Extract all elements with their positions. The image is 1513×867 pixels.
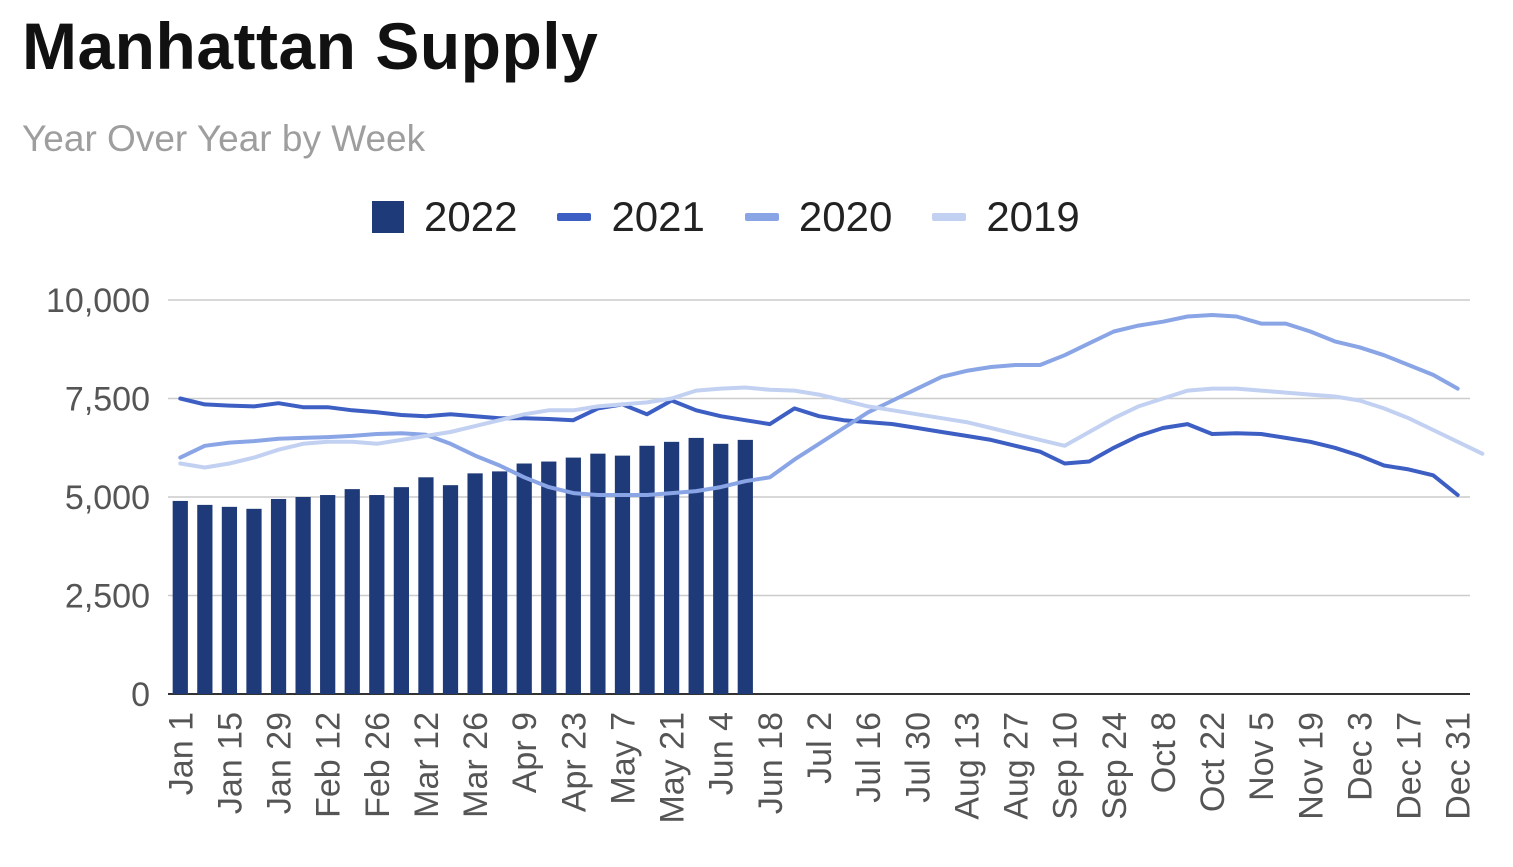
bar-2022 (688, 437, 704, 694)
line-2019 (178, 385, 1485, 470)
bar-2022 (590, 453, 606, 694)
line-2021 (178, 396, 1460, 497)
legend-item-2019[interactable]: 2019 (932, 193, 1080, 241)
bar-2022 (246, 508, 262, 694)
x-tick-label: Jun 4 (703, 712, 741, 795)
legend-swatch-2019 (932, 213, 967, 221)
legend-swatch-2020 (744, 213, 779, 221)
x-tick-label: Mar 26 (457, 712, 495, 818)
legend-item-2021[interactable]: 2021 (557, 193, 705, 241)
x-tick-label: Dec 17 (1391, 712, 1429, 820)
bar-2022 (295, 497, 311, 694)
bar-2022 (172, 500, 188, 694)
bar-2022 (197, 504, 213, 694)
chart-subtitle: Year Over Year by Week (22, 118, 426, 159)
x-tick-label: Aug 13 (948, 712, 986, 820)
y-tick-label: 2,500 (65, 578, 150, 616)
x-tick-label: Apr 9 (506, 712, 544, 793)
bar-2022 (541, 461, 557, 694)
bar-2022 (663, 441, 680, 694)
chart-title: Manhattan Supply (22, 9, 599, 83)
x-tick-label: Dec 3 (1341, 712, 1379, 801)
legend-item-2022[interactable]: 2022 (372, 193, 517, 241)
legend-label-2019: 2019 (986, 193, 1080, 240)
legend-swatch-2022 (372, 201, 404, 233)
bar-2022 (418, 477, 434, 694)
x-tick-label: Sep 24 (1096, 712, 1134, 820)
x-tick-label: Feb 26 (359, 712, 397, 818)
x-tick-label: Nov 5 (1243, 712, 1281, 801)
x-tick-label: May 21 (654, 712, 692, 824)
bar-2022 (320, 495, 336, 694)
y-tick-label: 5,000 (65, 479, 150, 517)
x-tick-label: Dec 31 (1440, 712, 1478, 820)
bar-2022 (639, 445, 655, 694)
bar-2022 (221, 506, 238, 694)
bar-2022 (369, 495, 385, 694)
legend: 2022 2021 2020 2019 (372, 193, 1080, 241)
x-tick-label: May 7 (604, 712, 642, 805)
bar-2022 (565, 457, 581, 694)
line-2020 (178, 313, 1460, 497)
x-tick-label: Jul 2 (801, 712, 839, 784)
legend-label-2021: 2021 (611, 193, 705, 240)
x-tick-label: Jul 16 (850, 712, 888, 803)
bar-2022 (614, 455, 631, 694)
legend-swatch-2021 (557, 213, 592, 221)
x-tick-label: Mar 12 (408, 712, 446, 818)
x-tick-label: Jul 30 (899, 712, 937, 803)
legend-label-2020: 2020 (798, 193, 893, 240)
y-tick-label: 10,000 (46, 282, 150, 320)
bar-2022 (393, 487, 409, 694)
y-tick-label: 7,500 (65, 381, 150, 419)
bar-2022 (737, 439, 753, 694)
bar-2022 (467, 473, 483, 694)
x-tick-label: Apr 23 (555, 712, 593, 812)
legend-item-2020[interactable]: 2020 (744, 193, 893, 241)
bar-2022 (516, 463, 532, 694)
legend-label-2022: 2022 (424, 193, 518, 240)
bar-2022 (344, 489, 360, 694)
x-tick-label: Sep 10 (1047, 712, 1085, 820)
x-tick-label: Aug 27 (998, 712, 1036, 820)
x-tick-label: Nov 19 (1292, 712, 1330, 820)
bar-2022 (442, 485, 459, 694)
x-tick-label: Oct 8 (1145, 712, 1183, 793)
x-tick-label: Jan 1 (162, 712, 200, 795)
bar-2022 (492, 471, 508, 694)
x-tick-label: Jan 15 (211, 712, 249, 814)
bar-2022 (713, 443, 729, 694)
x-tick-label: Feb 12 (310, 712, 348, 818)
x-tick-label: Jun 18 (752, 712, 790, 814)
bar-2022 (270, 498, 287, 694)
x-tick-label: Oct 22 (1194, 712, 1232, 812)
y-tick-label: 0 (131, 676, 150, 714)
x-tick-label: Jan 29 (261, 712, 299, 814)
